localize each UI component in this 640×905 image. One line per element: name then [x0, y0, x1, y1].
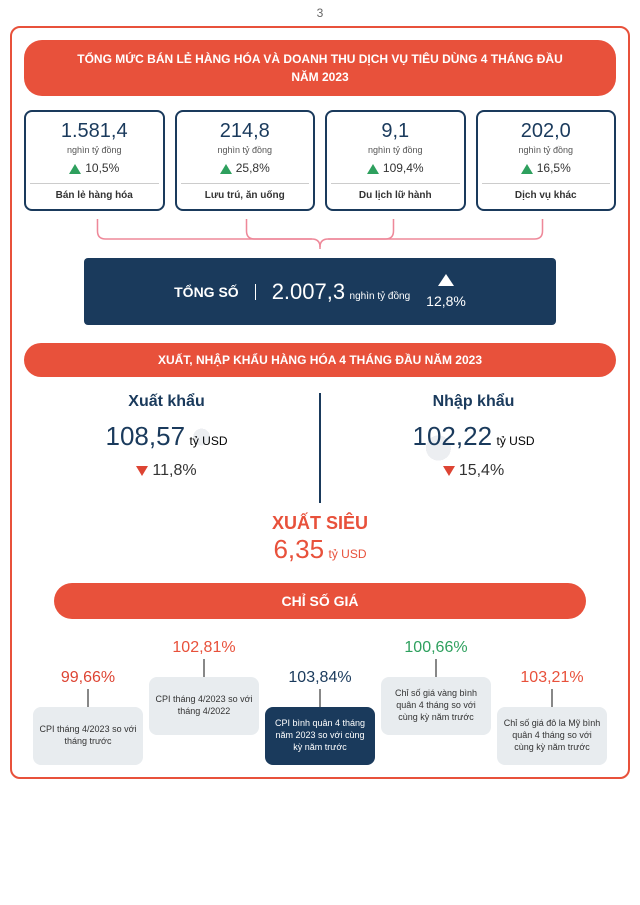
export-value: 108,57: [106, 421, 186, 451]
cpi-item: 103,84% CPI bình quân 4 tháng năm 2023 so…: [265, 669, 375, 765]
down-icon: [443, 466, 455, 476]
card-pct: 16,5%: [482, 161, 611, 175]
card-tourism: 9,1 nghìn tỷ đồng 109,4% Du lịch lữ hành: [325, 110, 466, 211]
pct-text: 15,4%: [459, 462, 504, 479]
infographic-container: TỔNG MỨC BÁN LẺ HÀNG HÓA VÀ DOANH THU DỊ…: [10, 26, 630, 779]
card-retail: 1.581,4 nghìn tỷ đồng 10,5% Bán lẻ hàng …: [24, 110, 165, 211]
card-label: Bán lẻ hàng hóa: [30, 183, 159, 201]
card-unit: nghìn tỷ đồng: [482, 145, 611, 155]
import-title: Nhập khẩu: [331, 393, 616, 411]
total-value-wrap: 2.007,3 nghìn tỷ đồng: [272, 279, 410, 305]
up-icon: [69, 164, 81, 174]
total-unit: nghìn tỷ đồng: [350, 291, 411, 302]
card-label: Dịch vụ khác: [482, 183, 611, 201]
up-icon: [220, 164, 232, 174]
cpi-item: 102,81% CPI tháng 4/2023 so với tháng 4/2…: [149, 639, 259, 735]
export-col: Xuất khẩu 108,57 tỷ USD 11,8%: [24, 393, 309, 503]
cpi-value: 99,66%: [33, 669, 143, 687]
pct-text: 109,4%: [383, 161, 424, 175]
pct-text: 11,8%: [152, 462, 196, 479]
pct-text: 16,5%: [537, 161, 571, 175]
retail-cards: 1.581,4 nghìn tỷ đồng 10,5% Bán lẻ hàng …: [24, 110, 616, 211]
up-icon: [521, 164, 533, 174]
card-pct: 109,4%: [331, 161, 460, 175]
card-value: 9,1: [331, 120, 460, 143]
up-icon: [367, 164, 379, 174]
cpi-desc: CPI bình quân 4 tháng năm 2023 so với cù…: [265, 707, 375, 765]
total-value: 2.007,3: [272, 279, 345, 304]
surplus-unit: tỷ USD: [329, 547, 367, 561]
section3-title: CHỈ SỐ GIÁ: [54, 583, 586, 619]
card-value: 202,0: [482, 120, 611, 143]
section2-title: XUẤT, NHẬP KHẨU HÀNG HÓA 4 THÁNG ĐẦU NĂM…: [24, 343, 616, 377]
cpi-desc: CPI tháng 4/2023 so với tháng 4/2022: [149, 677, 259, 735]
card-value: 214,8: [181, 120, 310, 143]
surplus-label: XUẤT SIÊU: [24, 513, 616, 534]
pct-text: 25,8%: [236, 161, 270, 175]
cpi-value: 102,81%: [149, 639, 259, 657]
trade-divider: [319, 393, 321, 503]
total-label: TỔNG SỐ: [174, 284, 256, 300]
card-label: Lưu trú, ăn uống: [181, 183, 310, 201]
export-value-wrap: 108,57 tỷ USD: [24, 421, 309, 452]
pct-text: 10,5%: [85, 161, 119, 175]
import-unit: tỷ USD: [496, 434, 534, 448]
lollipop-stick: [435, 659, 437, 677]
trade-section: Xuất khẩu 108,57 tỷ USD 11,8% Nhập khẩu …: [24, 393, 616, 503]
page-number: 3: [0, 0, 640, 26]
section1-title: TỔNG MỨC BÁN LẺ HÀNG HÓA VÀ DOANH THU DỊ…: [24, 40, 616, 96]
total-pct-wrap: 12,8%: [426, 274, 466, 309]
card-pct: 25,8%: [181, 161, 310, 175]
down-icon: [136, 466, 148, 476]
cpi-desc: Chỉ số giá vàng bình quân 4 tháng so với…: [381, 677, 491, 735]
card-lodging: 214,8 nghìn tỷ đồng 25,8% Lưu trú, ăn uố…: [175, 110, 316, 211]
cpi-item: 100,66% Chỉ số giá vàng bình quân 4 tháng…: [381, 639, 491, 735]
card-unit: nghìn tỷ đồng: [181, 145, 310, 155]
card-unit: nghìn tỷ đồng: [331, 145, 460, 155]
cpi-desc: Chỉ số giá đô la Mỹ bình quân 4 tháng so…: [497, 707, 607, 765]
cpi-desc: CPI tháng 4/2023 so với tháng trước: [33, 707, 143, 765]
cpi-value: 103,84%: [265, 669, 375, 687]
export-unit: tỷ USD: [189, 434, 227, 448]
card-pct: 10,5%: [30, 161, 159, 175]
cpi-value: 103,21%: [497, 669, 607, 687]
card-value: 1.581,4: [30, 120, 159, 143]
surplus-section: XUẤT SIÊU 6,35 tỷ USD: [24, 513, 616, 565]
total-box: TỔNG SỐ 2.007,3 nghìn tỷ đồng 12,8%: [84, 258, 556, 325]
card-services: 202,0 nghìn tỷ đồng 16,5% Dịch vụ khác: [476, 110, 617, 211]
lollipop-stick: [203, 659, 205, 677]
lollipop-stick: [319, 689, 321, 707]
card-unit: nghìn tỷ đồng: [30, 145, 159, 155]
card-label: Du lịch lữ hành: [331, 183, 460, 201]
up-icon: [438, 274, 454, 286]
export-pct: 11,8%: [24, 462, 309, 480]
connector-lines: [24, 219, 616, 249]
surplus-value: 6,35: [273, 534, 324, 564]
cpi-row: 99,66% CPI tháng 4/2023 so với tháng trướ…: [24, 639, 616, 765]
cpi-value: 100,66%: [381, 639, 491, 657]
total-pct: 12,8%: [426, 293, 466, 309]
lollipop-stick: [551, 689, 553, 707]
surplus-value-wrap: 6,35 tỷ USD: [24, 534, 616, 565]
import-value-wrap: 102,22 tỷ USD: [331, 421, 616, 452]
cpi-item: 99,66% CPI tháng 4/2023 so với tháng trướ…: [33, 669, 143, 765]
import-value: 102,22: [413, 421, 493, 451]
export-title: Xuất khẩu: [24, 393, 309, 411]
cpi-item: 103,21% Chỉ số giá đô la Mỹ bình quân 4 t…: [497, 669, 607, 765]
lollipop-stick: [87, 689, 89, 707]
import-col: Nhập khẩu 102,22 tỷ USD 15,4%: [331, 393, 616, 503]
import-pct: 15,4%: [331, 462, 616, 480]
